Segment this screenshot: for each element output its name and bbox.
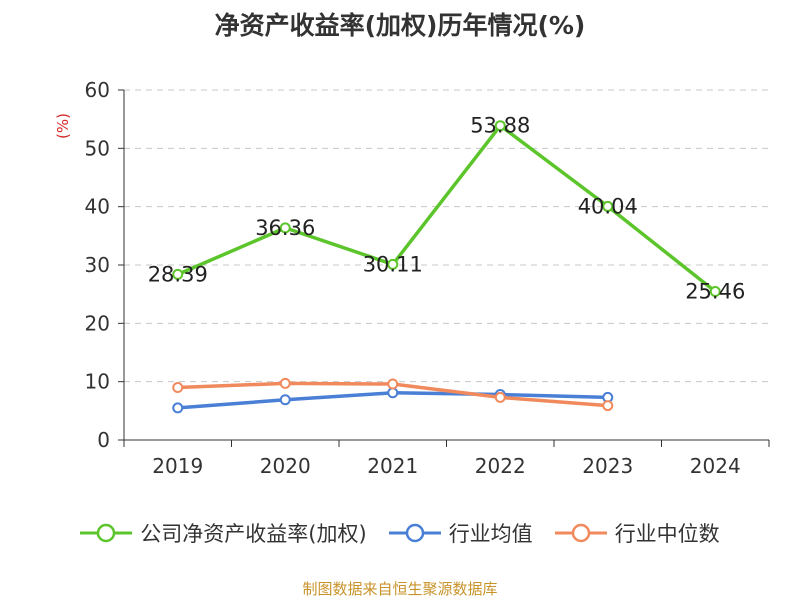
series-0	[172, 120, 721, 297]
data-label: 36.36	[255, 216, 315, 240]
legend-label: 公司净资产收益率(加权)	[140, 522, 367, 546]
x-tick-label: 2021	[367, 454, 418, 478]
x-tick-label: 2020	[260, 454, 311, 478]
data-point	[387, 378, 399, 390]
data-label: 30.11	[363, 252, 423, 276]
y-tick-label: 20	[85, 311, 110, 335]
data-label: 28.39	[148, 262, 208, 286]
series-2	[172, 377, 614, 412]
data-point	[709, 285, 721, 297]
data-point	[602, 400, 614, 412]
y-tick-label: 30	[85, 253, 110, 277]
data-label: 25.46	[685, 279, 745, 303]
data-point	[279, 222, 291, 234]
data-point	[494, 120, 506, 132]
data-point	[172, 382, 184, 393]
axes	[118, 89, 770, 447]
legend-item-company-roe[interactable]: 公司净资产收益率(加权)	[80, 518, 367, 548]
y-tick-label: 40	[85, 195, 110, 219]
series-line	[177, 123, 717, 293]
y-axis-label: (%)	[54, 113, 72, 139]
legend-line-marker-icon	[80, 523, 133, 543]
chart-title: 净资产收益率(加权)历年情况(%)	[214, 11, 586, 40]
x-tick-label: 2024	[690, 454, 741, 478]
y-tick-label: 10	[85, 370, 110, 394]
data-point	[602, 200, 614, 212]
x-tick-label: 2022	[475, 454, 526, 478]
y-tick-label: 0	[97, 428, 110, 452]
legend-line-marker-icon	[388, 523, 441, 543]
legend-item-industry-median[interactable]: 行业中位数	[554, 518, 720, 548]
data-label: 53.88	[470, 114, 530, 138]
legend-label: 行业中位数	[614, 522, 720, 546]
data-point	[387, 258, 399, 270]
data-point	[279, 394, 291, 406]
y-tick-labels: 0 10 20 30 40 50 60	[85, 78, 110, 452]
data-source-note: 制图数据来自恒生聚源数据库	[302, 580, 498, 598]
data-point	[172, 402, 184, 414]
y-tick-label: 50	[85, 136, 110, 160]
x-tick-label: 2023	[582, 454, 633, 478]
data-point	[494, 391, 506, 403]
legend: 公司净资产收益率(加权) 行业均值 行业中位数	[0, 518, 800, 548]
x-tick-label: 2019	[152, 454, 203, 478]
legend-label: 行业均值	[448, 522, 533, 546]
y-tick-label: 60	[85, 78, 110, 102]
data-point	[387, 387, 399, 399]
data-point	[172, 268, 184, 280]
series-lines	[172, 120, 721, 414]
legend-item-industry-mean[interactable]: 行业均值	[388, 518, 533, 548]
data-label: 40.04	[578, 194, 638, 218]
x-tick-labels: 2019 2020 2021 2022 2023 2024	[152, 454, 740, 478]
data-labels: 28.39 36.36 30.11 53.88 40.04 25.46	[148, 114, 746, 304]
grid-lines	[124, 89, 769, 383]
data-point	[279, 377, 291, 389]
legend-line-marker-icon	[554, 523, 607, 543]
